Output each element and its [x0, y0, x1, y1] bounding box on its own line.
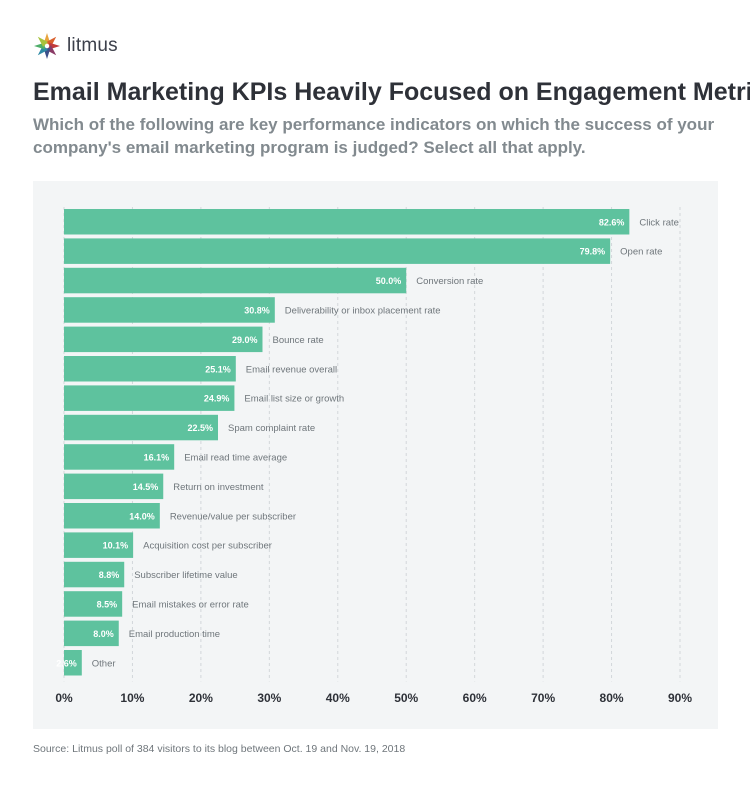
bar	[64, 620, 119, 647]
litmus-logo-icon	[34, 33, 60, 59]
bar-category-label: Email mistakes or error rate	[132, 599, 249, 610]
bar	[64, 238, 611, 264]
bar-category-label: Email list size or growth	[244, 394, 344, 405]
bar	[64, 444, 175, 470]
bar-category-label: Subscriber lifetime value	[134, 570, 238, 581]
bar-value-label: 10.1%	[103, 541, 129, 551]
bar-value-label: 8.5%	[97, 599, 118, 609]
x-tick-label: 0%	[55, 691, 73, 705]
bar	[64, 503, 160, 529]
bar-value-label: 8.8%	[99, 570, 120, 580]
chart-panel: 82.6% Click rate 79.8% Open rate 50.0% Conver…	[33, 181, 718, 729]
bar-value-label: 25.1%	[205, 364, 231, 374]
bar-category-label: Return on investment	[173, 482, 264, 493]
bar	[64, 414, 218, 441]
bar-value-label: 30.8%	[244, 305, 270, 315]
x-tick-label: 40%	[326, 691, 350, 705]
bar-category-label: Email production time	[129, 629, 220, 640]
bar-value-label: 2.6%	[56, 658, 77, 668]
bar-category-label: Email revenue overall	[246, 364, 337, 375]
bar-category-label: Click rate	[639, 217, 679, 228]
bar	[64, 650, 82, 676]
bar	[64, 356, 236, 382]
chart-title: Email Marketing KPIs Heavily Focused on …	[33, 78, 750, 106]
bar-category-label: Conversion rate	[416, 276, 483, 287]
bar	[64, 267, 407, 294]
x-tick-label: 20%	[189, 691, 213, 705]
bar	[64, 561, 125, 588]
bar-value-label: 8.0%	[93, 629, 114, 639]
bar-value-label: 16.1%	[144, 452, 170, 462]
bar-value-label: 79.8%	[580, 247, 606, 257]
x-tick-label: 80%	[600, 691, 624, 705]
bar-category-label: Acquisition cost per subscriber	[143, 541, 272, 552]
source-note: Source: Litmus poll of 384 visitors to i…	[33, 743, 406, 755]
bar	[64, 297, 275, 323]
chart-subtitle: Which of the following are key performan…	[33, 115, 715, 157]
x-tick-label: 10%	[120, 691, 144, 705]
bar-category-label: Bounce rate	[272, 335, 323, 346]
bar-category-label: Revenue/value per subscriber	[170, 511, 296, 522]
bar-value-label: 14.5%	[133, 482, 159, 492]
bar	[64, 473, 164, 500]
bar-value-label: 50.0%	[376, 276, 402, 286]
x-tick-label: 30%	[257, 691, 281, 705]
x-tick-label: 50%	[394, 691, 418, 705]
bar-category-label: Open rate	[620, 247, 662, 258]
bar-value-label: 14.0%	[129, 511, 155, 521]
bar-value-label: 82.6%	[599, 217, 625, 227]
bar-chart: 82.6% Click rate 79.8% Open rate 50.0% Conver…	[55, 207, 692, 705]
bar	[64, 591, 123, 617]
x-tick-label: 60%	[463, 691, 487, 705]
bar	[64, 385, 235, 411]
bar-value-label: 22.5%	[187, 423, 213, 433]
bar-category-label: Email read time average	[184, 452, 287, 463]
bar	[64, 209, 630, 235]
bar-value-label: 24.9%	[204, 394, 230, 404]
x-tick-label: 90%	[668, 691, 692, 705]
bar	[64, 326, 263, 353]
bar-category-label: Other	[92, 658, 116, 669]
brand-name: litmus	[67, 35, 118, 56]
bar-category-label: Deliverability or inbox placement rate	[285, 305, 441, 316]
bar	[64, 532, 134, 558]
litmus-logo: litmus	[33, 32, 118, 60]
bar-value-label: 29.0%	[232, 335, 258, 345]
x-tick-label: 70%	[531, 691, 555, 705]
bar-category-label: Spam complaint rate	[228, 423, 315, 434]
